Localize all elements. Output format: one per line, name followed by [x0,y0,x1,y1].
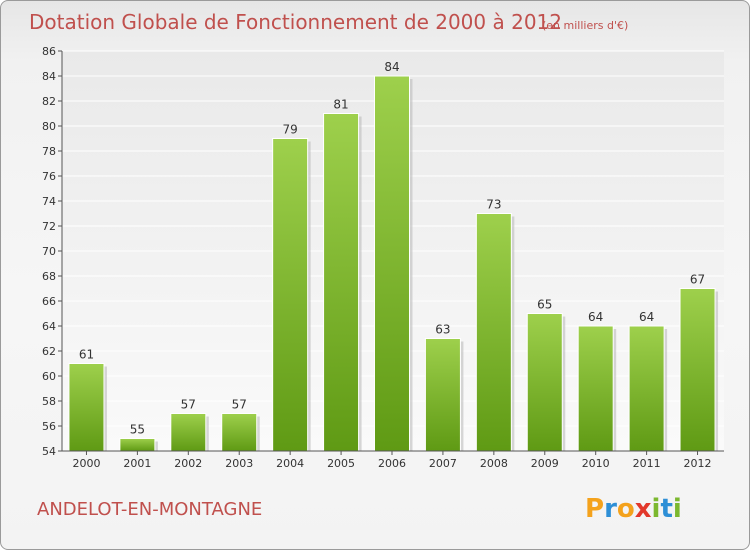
x-tick-label: 2009 [531,457,559,470]
data-label: 55 [130,423,145,437]
data-label: 81 [333,98,348,112]
data-label: 79 [283,123,298,137]
bar-2006 [374,75,410,452]
bar-2010 [577,325,614,452]
data-label: 57 [232,398,247,412]
bar-2005 [323,113,360,452]
y-tick-label: 54 [42,445,56,458]
x-tick-label: 2005 [327,457,355,470]
bar-2004 [272,138,309,452]
y-tick-label: 66 [42,295,56,308]
data-label: 67 [690,273,705,287]
chart-subtitle: (en milliers d'€) [542,19,628,32]
x-tick-label: 2007 [429,457,457,470]
data-label: 65 [537,298,552,312]
x-tick-label: 2006 [378,457,406,470]
bar-2011 [628,325,665,452]
y-tick-label: 74 [42,195,56,208]
proxiti-logo: Proxiti [585,494,682,524]
axes: 54 56 58 60 62 64 66 68 70 72 74 76 78 80 82 84 86 2000 20… [42,45,724,470]
x-tick-label: 2011 [633,457,661,470]
logo-letter: t [660,494,672,524]
y-tick-label: 86 [42,45,56,58]
bar-2003 [221,413,258,452]
x-tick-label: 2003 [225,457,253,470]
logo-letter: r [604,494,617,524]
y-tick-label: 72 [42,220,56,233]
x-tick-label: 2012 [684,457,712,470]
logo-letter: i [652,494,661,524]
y-tick-label: 78 [42,145,56,158]
x-tick-label: 2000 [72,457,100,470]
x-tick-label: 2008 [480,457,508,470]
y-tick-label: 70 [42,245,56,258]
bars: 61 55 57 57 79 81 84 63 73 65 64 64 67 [68,60,719,452]
data-label: 73 [486,198,501,212]
bar-2012 [679,288,716,452]
x-tick-label: 2002 [174,457,202,470]
x-tick-label: 2010 [582,457,610,470]
x-tick-label: 2004 [276,457,304,470]
logo-letter: P [585,494,604,524]
logo-letter: x [635,494,652,524]
data-label: 64 [639,310,654,324]
commune-name: ANDELOT-EN-MONTAGNE [37,499,262,520]
bar-2002 [170,413,207,452]
data-label: 64 [588,310,603,324]
y-tick-label: 76 [42,170,56,183]
bar-2008 [475,213,512,452]
y-tick-label: 58 [42,395,56,408]
y-tick-label: 84 [42,70,56,83]
logo-letter: i [673,494,682,524]
bar-2009 [526,313,563,452]
y-tick-label: 62 [42,345,56,358]
bar-2000 [68,363,105,452]
bar-2007 [424,338,461,452]
data-label: 61 [79,348,94,362]
y-tick-label: 68 [42,270,56,283]
data-label: 84 [384,60,399,74]
y-tick-label: 82 [42,95,56,108]
y-tick-label: 64 [42,320,56,333]
data-label: 63 [435,323,450,337]
x-tick-label: 2001 [123,457,151,470]
y-tick-label: 80 [42,120,56,133]
data-label: 57 [181,398,196,412]
chart-title: Dotation Globale de Fonctionnement de 20… [29,10,562,34]
y-tick-label: 56 [42,420,56,433]
logo-letter: o [617,494,635,524]
bar-2001 [119,438,156,452]
y-tick-label: 60 [42,370,56,383]
